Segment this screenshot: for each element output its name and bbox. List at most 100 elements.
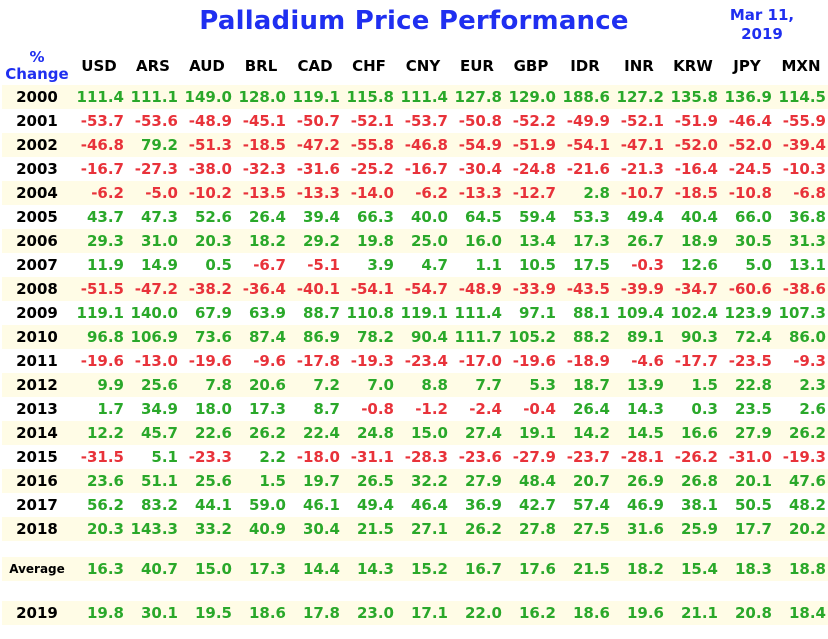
table-cell: 40.7 (126, 557, 180, 581)
table-cell: 1.1 (475, 256, 502, 274)
table-cell: 34.9 (140, 400, 178, 418)
table-cell: -55.8 (342, 133, 396, 157)
table-cell: 29.3 (72, 229, 126, 253)
table-cell: 111.4 (72, 85, 126, 109)
table-cell: -50.7 (296, 112, 340, 130)
report-date: Mar 11, 2019 (722, 6, 802, 44)
table-cell: 26.8 (666, 469, 720, 493)
table-cell: 88.1 (572, 304, 610, 322)
table-cell: -31.5 (80, 448, 124, 466)
table-cell: 17.6 (504, 557, 558, 581)
table-cell: 36.9 (464, 496, 502, 514)
table-cell: 26.7 (612, 229, 666, 253)
table-cell: 16.6 (666, 421, 720, 445)
table-cell: 119.1 (288, 85, 342, 109)
table-cell: 27.5 (558, 517, 612, 541)
currency-header-inr: INR (624, 57, 654, 75)
table-cell: -28.3 (404, 448, 448, 466)
table-cell: -17.8 (296, 352, 340, 370)
table-cell: 33.2 (180, 517, 234, 541)
table-cell: 18.8 (774, 557, 828, 581)
table-cell: -47.2 (288, 133, 342, 157)
table-cell: 26.2 (234, 421, 288, 445)
currency-header-jpy: JPY (733, 57, 761, 75)
table-cell: -16.7 (404, 160, 448, 178)
row-label: 2019 (2, 601, 72, 625)
table-cell: 111.7 (450, 325, 504, 349)
currency-header-idr: IDR (570, 57, 600, 75)
table-cell: 25.6 (126, 373, 180, 397)
row-label: 2009 (16, 304, 58, 322)
table-cell: -13.3 (450, 181, 504, 205)
table-cell: 0.5 (205, 256, 232, 274)
table-cell: -17.7 (674, 352, 718, 370)
table-cell: 21.1 (666, 601, 720, 625)
table-cell: 31.0 (126, 229, 180, 253)
table-cell: -14.0 (342, 181, 396, 205)
table-cell: 26.9 (612, 469, 666, 493)
table-cell: 10.5 (518, 256, 556, 274)
table-cell: -52.2 (512, 112, 556, 130)
table-row: 2003 -16.7 -27.3 -38.0 -32.3 -31.6 -25.2 -16.7-… (2, 157, 828, 181)
table-cell: 23.6 (72, 469, 126, 493)
table-cell: 17.5 (572, 256, 610, 274)
spacer-cell (2, 581, 828, 601)
table-cell: -40.1 (288, 277, 342, 301)
table-cell: 18.2 (612, 557, 666, 581)
row-label: 2013 (16, 400, 58, 418)
row-label: 2010 (2, 325, 72, 349)
table-cell: 14.9 (140, 256, 178, 274)
table-cell: -6.8 (774, 181, 828, 205)
table-cell: -53.7 (80, 112, 124, 130)
table-cell: 20.8 (720, 601, 774, 625)
table-cell: -12.7 (504, 181, 558, 205)
table-cell: -43.5 (558, 277, 612, 301)
table-cell: -18.0 (296, 448, 340, 466)
table-cell: 20.3 (72, 517, 126, 541)
table-cell: -38.2 (180, 277, 234, 301)
table-cell: -10.7 (612, 181, 666, 205)
table-cell: 18.9 (666, 229, 720, 253)
table-cell: 43.7 (86, 208, 124, 226)
table-cell: -38.0 (188, 160, 232, 178)
table-cell: 59.4 (518, 208, 556, 226)
table-cell: 5.1 (151, 448, 178, 466)
table-cell: 119.1 (400, 304, 448, 322)
table-cell: -10.3 (782, 160, 826, 178)
row-label: 2018 (2, 517, 72, 541)
row-label: 2011 (16, 352, 58, 370)
table-cell: -46.8 (396, 133, 450, 157)
currency-header-eur: EUR (460, 57, 494, 75)
table-cell: 17.7 (720, 517, 774, 541)
table-cell: 20.2 (774, 517, 828, 541)
table-cell: 39.4 (302, 208, 340, 226)
table-cell: -45.1 (242, 112, 286, 130)
table-cell: -23.3 (188, 448, 232, 466)
table-cell: -25.2 (350, 160, 394, 178)
table-row: 2013 1.7 34.9 18.0 17.3 8.7 -0.8 -1.2 -2.4 -0.4 26… (2, 397, 828, 421)
table-cell: 18.6 (234, 601, 288, 625)
table-cell: -54.9 (450, 133, 504, 157)
table-cell: 40.0 (410, 208, 448, 226)
percent-change-header-line1: % (29, 48, 45, 66)
table-cell: 19.7 (288, 469, 342, 493)
table-cell: 31.3 (774, 229, 828, 253)
table-cell: 1.5 (666, 373, 720, 397)
table-cell: 50.5 (734, 496, 772, 514)
table-cell: 87.4 (234, 325, 288, 349)
table-cell: -50.8 (458, 112, 502, 130)
table-cell: -23.4 (404, 352, 448, 370)
table-cell: 23.0 (342, 601, 396, 625)
table-cell: 14.2 (558, 421, 612, 445)
table-cell: -0.3 (631, 256, 664, 274)
table-cell: -2.4 (469, 400, 502, 418)
table-cell: 25.6 (180, 469, 234, 493)
table-cell: 18.4 (774, 601, 828, 625)
table-cell: -39.4 (774, 133, 828, 157)
table-cell: 83.2 (140, 496, 178, 514)
table-cell: 49.4 (356, 496, 394, 514)
table-cell: -54.1 (558, 133, 612, 157)
table-cell: 14.3 (342, 557, 396, 581)
table-cell: -13.5 (234, 181, 288, 205)
table-row: 2017 56.2 83.2 44.1 59.0 46.1 49.4 46.4 36.9 42.7… (2, 493, 828, 517)
